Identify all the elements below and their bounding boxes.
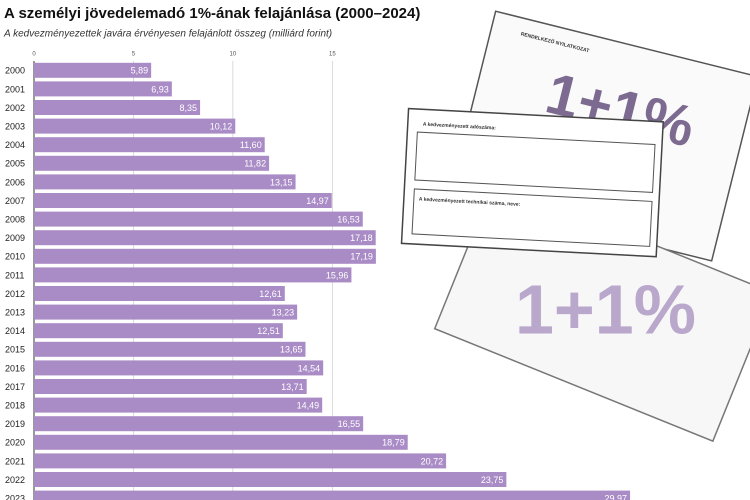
y-tick-label: 2008 <box>5 214 25 224</box>
bar <box>34 416 364 432</box>
value-label: 14,49 <box>297 400 320 410</box>
y-tick-label: 2021 <box>5 456 25 466</box>
bar <box>34 360 324 376</box>
bar <box>34 248 376 264</box>
value-label: 6,93 <box>151 84 169 94</box>
y-tick-label: 2015 <box>5 345 25 355</box>
value-label: 15,96 <box>326 270 349 280</box>
x-tick-label: 5 <box>132 52 136 58</box>
value-label: 18,79 <box>382 438 405 448</box>
plot: 0 5 10 15 2000 5,89 2001 6,93 2002 8,35 2003 10,12 2… <box>5 52 631 500</box>
bar <box>34 137 265 153</box>
value-label: 10,12 <box>210 121 233 131</box>
value-label: 13,71 <box>281 382 304 392</box>
paper <box>400 107 665 258</box>
value-label: 29,97 <box>605 493 628 500</box>
bar <box>34 286 285 301</box>
bar <box>34 174 296 190</box>
bar <box>34 267 352 283</box>
y-tick-label: 2020 <box>5 438 25 448</box>
form-box <box>411 188 653 247</box>
y-tick-label: 2017 <box>5 382 25 392</box>
bar <box>34 118 236 134</box>
value-label: 16,55 <box>338 419 361 429</box>
bar <box>34 155 270 171</box>
value-label: 20,72 <box>421 456 444 466</box>
y-tick-label: 2000 <box>5 66 25 76</box>
value-label: 16,53 <box>337 214 360 224</box>
bar <box>34 100 201 115</box>
form-text: A kedvezményezett adószáma: <box>423 122 497 132</box>
y-tick-label: 2013 <box>5 307 25 317</box>
illustration: RENDELKEZŐ NYILATKOZAT 1+1% 1+1% A kedve… <box>400 10 750 443</box>
y-tick-label: 2018 <box>5 400 25 410</box>
bar <box>34 323 283 339</box>
bar <box>34 304 298 320</box>
y-tick-label: 2002 <box>5 103 25 113</box>
y-tick-label: 2010 <box>5 252 25 262</box>
bar <box>34 81 172 97</box>
bar <box>34 490 631 500</box>
value-label: 17,19 <box>350 252 373 262</box>
bar <box>34 193 332 208</box>
value-label: 13,23 <box>272 307 295 317</box>
value-label: 8,35 <box>180 103 198 113</box>
value-label: 13,15 <box>270 177 293 187</box>
value-label: 5,89 <box>131 66 149 76</box>
y-tick-label: 2009 <box>5 233 25 243</box>
value-label: 12,51 <box>257 326 280 336</box>
x-tick-label: 15 <box>329 52 336 58</box>
value-label: 11,82 <box>244 159 266 169</box>
y-tick-label: 2022 <box>5 475 25 485</box>
y-tick-label: 2012 <box>5 289 25 299</box>
value-label: 17,18 <box>350 233 373 243</box>
y-tick-label: 2007 <box>5 196 25 206</box>
y-tick-label: 2016 <box>5 363 25 373</box>
bar <box>34 397 323 413</box>
value-label: 14,54 <box>298 363 321 373</box>
chart-title: A személyi jövedelemadó 1%-ának felajánl… <box>4 5 420 22</box>
y-tick-label: 2019 <box>5 419 25 429</box>
value-label: 23,75 <box>481 475 504 485</box>
y-tick-label: 2004 <box>5 140 25 150</box>
value-label: 13,65 <box>280 345 303 355</box>
y-tick-label: 2023 <box>5 493 25 500</box>
chart-subtitle: A kedvezményezettek javára érvényesen fe… <box>3 29 332 40</box>
value-label: 12,61 <box>259 289 282 299</box>
value-label: 11,60 <box>240 140 262 150</box>
y-tick-label: 2006 <box>5 177 25 187</box>
bar <box>34 62 152 78</box>
x-tick-label: 0 <box>32 52 36 58</box>
form-text: A kedvezményezett technikai száma, neve: <box>419 197 521 208</box>
x-tick-label: 10 <box>230 52 237 58</box>
form-paper: A kedvezményezett adószáma: A kedvezmény… <box>400 107 665 258</box>
big-text: 1+1% <box>515 270 696 348</box>
bar <box>34 472 507 487</box>
bar <box>34 341 306 357</box>
y-tick-label: 2005 <box>5 159 25 169</box>
bar <box>34 230 376 246</box>
bar <box>34 211 363 227</box>
y-tick-label: 2003 <box>5 121 25 131</box>
y-tick-label: 2001 <box>5 84 25 94</box>
form-box <box>414 131 656 193</box>
y-tick-label: 2014 <box>5 326 25 336</box>
bar <box>34 379 307 394</box>
y-tick-label: 2011 <box>5 270 24 280</box>
bar <box>34 453 447 469</box>
bar <box>34 434 408 450</box>
value-label: 14,97 <box>306 196 329 206</box>
